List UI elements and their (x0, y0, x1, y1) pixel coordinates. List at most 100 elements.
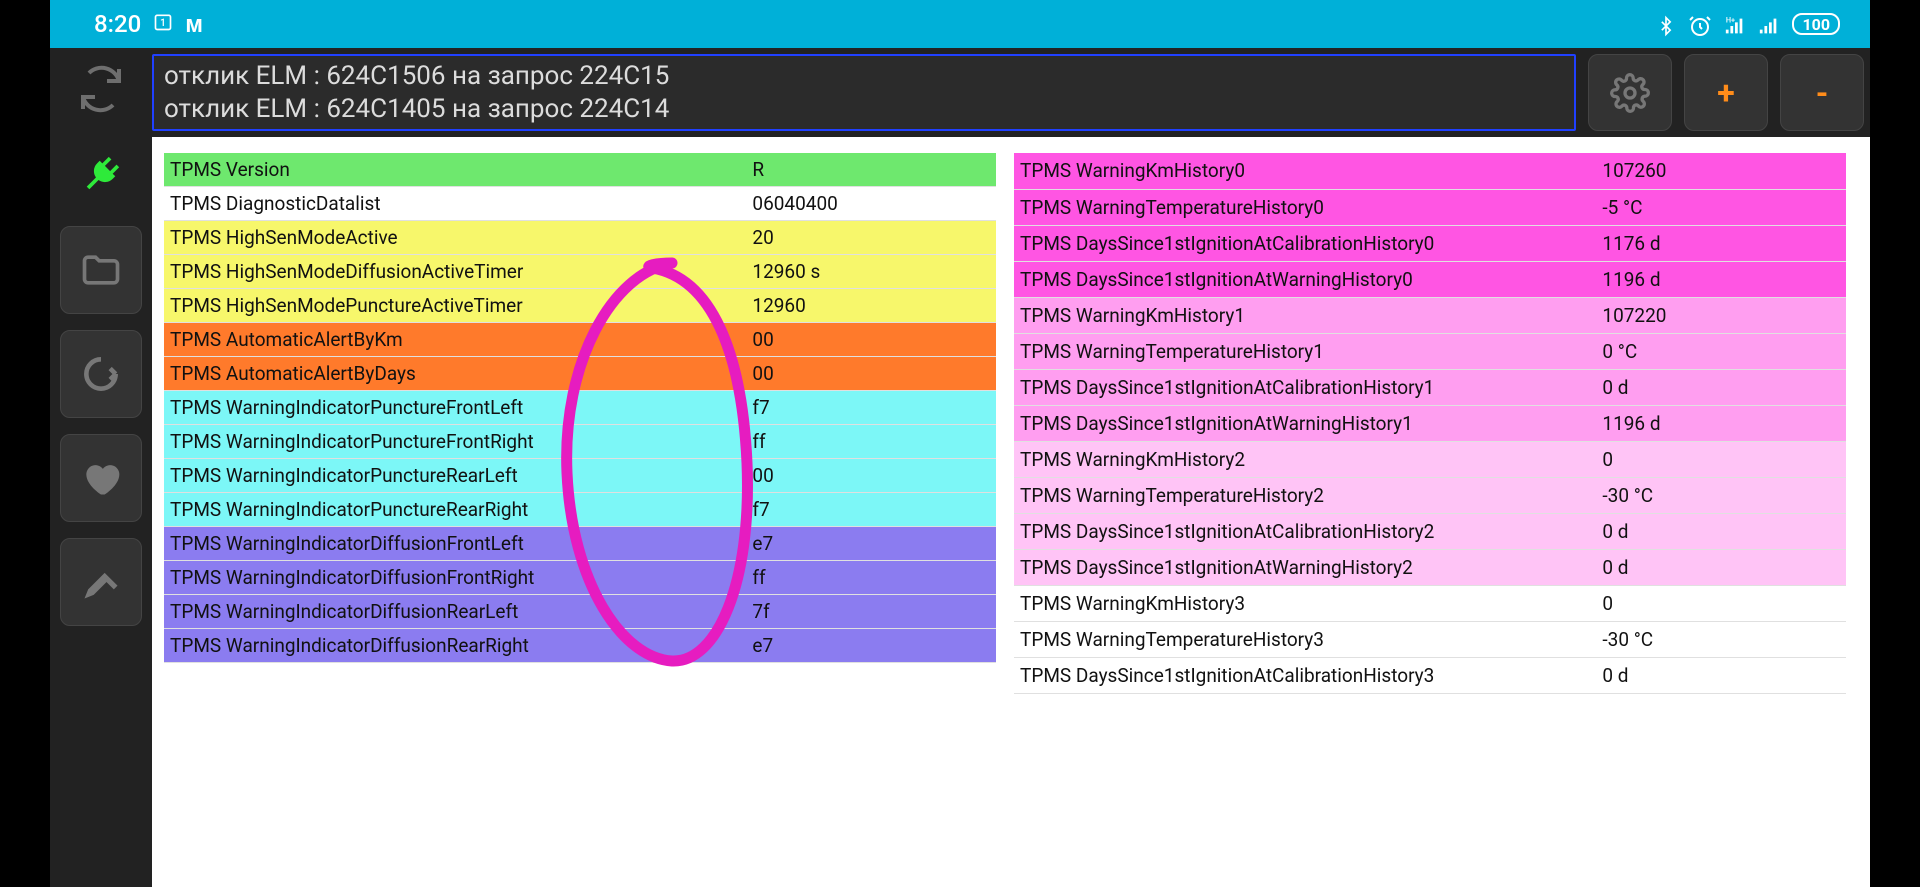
gear-button[interactable] (1588, 54, 1672, 131)
signal-icon (1758, 10, 1780, 38)
table-row[interactable]: TPMS DaysSince1stIgnitionAtCalibrationHi… (1014, 513, 1846, 549)
param-value: 0 (1596, 441, 1846, 477)
plug-icon[interactable] (66, 140, 136, 210)
param-label: TPMS Version (164, 153, 746, 187)
param-value: 0 °C (1596, 333, 1846, 369)
param-label: TPMS WarningIndicatorDiffusionRearRight (164, 629, 746, 663)
table-row[interactable]: TPMS DaysSince1stIgnitionAtCalibrationHi… (1014, 369, 1846, 405)
table-row[interactable]: TPMS WarningTemperatureHistory0-5 °C (1014, 189, 1846, 225)
param-value: 1176 d (1596, 225, 1846, 261)
table-row[interactable]: TPMS WarningIndicatorDiffusionRearRighte… (164, 629, 996, 663)
table-row[interactable]: TPMS WarningKmHistory30 (1014, 585, 1846, 621)
table-row[interactable]: TPMS WarningTemperatureHistory2-30 °C (1014, 477, 1846, 513)
table-row[interactable]: TPMS DaysSince1stIgnitionAtCalibrationHi… (1014, 657, 1846, 693)
table-row[interactable]: TPMS DaysSince1stIgnitionAtCalibrationHi… (1014, 225, 1846, 261)
table-row[interactable]: TPMS WarningIndicatorDiffusionRearLeft7f (164, 595, 996, 629)
tables-container: TPMS VersionRTPMS DiagnosticDatalist0604… (152, 137, 1870, 887)
table-row[interactable]: TPMS DaysSince1stIgnitionAtWarningHistor… (1014, 261, 1846, 297)
param-label: TPMS DaysSince1stIgnitionAtWarningHistor… (1014, 405, 1596, 441)
table-row[interactable]: TPMS DaysSince1stIgnitionAtWarningHistor… (1014, 405, 1846, 441)
table-row[interactable]: TPMS AutomaticAlertByDays00 (164, 357, 996, 391)
param-value: 1196 d (1596, 405, 1846, 441)
table-row[interactable]: TPMS WarningIndicatorPunctureFrontRightf… (164, 425, 996, 459)
clock-text: 8:20 (94, 10, 141, 38)
top-toolbar: отклик ELM : 624C1506 на запрос 224C15 о… (152, 48, 1870, 137)
param-label: TPMS HighSenModePunctureActiveTimer (164, 289, 746, 323)
table-row[interactable]: TPMS DaysSince1stIgnitionAtWarningHistor… (1014, 549, 1846, 585)
table-row[interactable]: TPMS HighSenModeActive20 (164, 221, 996, 255)
svg-text:H+: H+ (1726, 16, 1735, 24)
param-label: TPMS WarningKmHistory1 (1014, 297, 1596, 333)
letterbox (1870, 0, 1920, 887)
main-area: отклик ELM : 624C1506 на запрос 224C15 о… (50, 48, 1870, 887)
param-value: 06040400 (746, 187, 996, 221)
status-left: 8:20 1 ᴍ (94, 10, 203, 39)
param-value: 107220 (1596, 297, 1846, 333)
param-value: ff (746, 561, 996, 595)
param-label: TPMS WarningIndicatorDiffusionFrontRight (164, 561, 746, 595)
param-label: TPMS WarningTemperatureHistory1 (1014, 333, 1596, 369)
table-row[interactable]: TPMS WarningTemperatureHistory10 °C (1014, 333, 1846, 369)
table-row[interactable]: TPMS HighSenModePunctureActiveTimer12960 (164, 289, 996, 323)
table-row[interactable]: TPMS HighSenModeDiffusionActiveTimer1296… (164, 255, 996, 289)
param-label: TPMS WarningKmHistory2 (1014, 441, 1596, 477)
table-row[interactable]: TPMS WarningKmHistory0107260 (1014, 153, 1846, 189)
favorites-button[interactable] (60, 434, 142, 522)
param-value: ff (746, 425, 996, 459)
table-row[interactable]: TPMS VersionR (164, 153, 996, 187)
param-label: TPMS WarningTemperatureHistory3 (1014, 621, 1596, 657)
alarm-icon (1688, 10, 1712, 38)
device-screen: 8:20 1 ᴍ H+ 100 (50, 0, 1870, 887)
param-value: 12960 (746, 289, 996, 323)
param-value: 0 d (1596, 513, 1846, 549)
table-row[interactable]: TPMS WarningIndicatorDiffusionFrontRight… (164, 561, 996, 595)
param-label: TPMS AutomaticAlertByKm (164, 323, 746, 357)
table-row[interactable]: TPMS WarningIndicatorPunctureRearLeft00 (164, 459, 996, 493)
settings-button[interactable] (60, 538, 142, 626)
param-label: TPMS WarningKmHistory3 (1014, 585, 1596, 621)
table-row[interactable]: TPMS WarningIndicatorDiffusionFrontLefte… (164, 527, 996, 561)
param-label: TPMS WarningIndicatorPunctureFrontLeft (164, 391, 746, 425)
param-label: TPMS DaysSince1stIgnitionAtCalibrationHi… (1014, 513, 1596, 549)
param-value: 00 (746, 459, 996, 493)
table-row[interactable]: TPMS WarningKmHistory20 (1014, 441, 1846, 477)
param-label: TPMS WarningKmHistory0 (1014, 153, 1596, 189)
log-line: отклик ELM : 624C1506 на запрос 224C15 (164, 60, 1564, 93)
refresh-button[interactable] (60, 330, 142, 418)
zoom-in-button[interactable]: + (1684, 54, 1768, 131)
tpms-table-left: TPMS VersionRTPMS DiagnosticDatalist0604… (164, 153, 996, 887)
letterbox (0, 0, 50, 887)
table-row[interactable]: TPMS WarningKmHistory1107220 (1014, 297, 1846, 333)
folder-button[interactable] (60, 226, 142, 314)
data-table: TPMS VersionRTPMS DiagnosticDatalist0604… (164, 153, 996, 663)
param-value: 00 (746, 323, 996, 357)
param-value: e7 (746, 629, 996, 663)
table-row[interactable]: TPMS WarningIndicatorPunctureRearRightf7 (164, 493, 996, 527)
table-row[interactable]: TPMS WarningTemperatureHistory3-30 °C (1014, 621, 1846, 657)
sync-icon[interactable] (66, 54, 136, 124)
param-label: TPMS WarningTemperatureHistory2 (1014, 477, 1596, 513)
status-right: H+ 100 (1656, 10, 1840, 38)
param-value: 0 d (1596, 369, 1846, 405)
data-table: TPMS WarningKmHistory0107260TPMS Warning… (1014, 153, 1846, 694)
content-area: отклик ELM : 624C1506 на запрос 224C15 о… (152, 48, 1870, 887)
param-value: 0 d (1596, 657, 1846, 693)
param-label: TPMS DaysSince1stIgnitionAtCalibrationHi… (1014, 657, 1596, 693)
log-line: отклик ELM : 624C1405 на запрос 224C14 (164, 93, 1564, 126)
param-label: TPMS WarningIndicatorPunctureRearRight (164, 493, 746, 527)
android-status-bar: 8:20 1 ᴍ H+ 100 (50, 0, 1870, 48)
elm-log[interactable]: отклик ELM : 624C1506 на запрос 224C15 о… (152, 54, 1576, 131)
param-label: TPMS WarningIndicatorDiffusionRearLeft (164, 595, 746, 629)
zoom-out-button[interactable]: - (1780, 54, 1864, 131)
param-label: TPMS DaysSince1stIgnitionAtWarningHistor… (1014, 549, 1596, 585)
table-row[interactable]: TPMS WarningIndicatorPunctureFrontLeftf7 (164, 391, 996, 425)
param-label: TPMS WarningTemperatureHistory0 (1014, 189, 1596, 225)
param-value: 1196 d (1596, 261, 1846, 297)
param-value: 12960 s (746, 255, 996, 289)
table-row[interactable]: TPMS AutomaticAlertByKm00 (164, 323, 996, 357)
battery-indicator: 100 (1792, 13, 1840, 35)
tpms-table-right: TPMS WarningKmHistory0107260TPMS Warning… (1014, 153, 1846, 887)
param-value: 107260 (1596, 153, 1846, 189)
param-label: TPMS HighSenModeDiffusionActiveTimer (164, 255, 746, 289)
table-row[interactable]: TPMS DiagnosticDatalist06040400 (164, 187, 996, 221)
